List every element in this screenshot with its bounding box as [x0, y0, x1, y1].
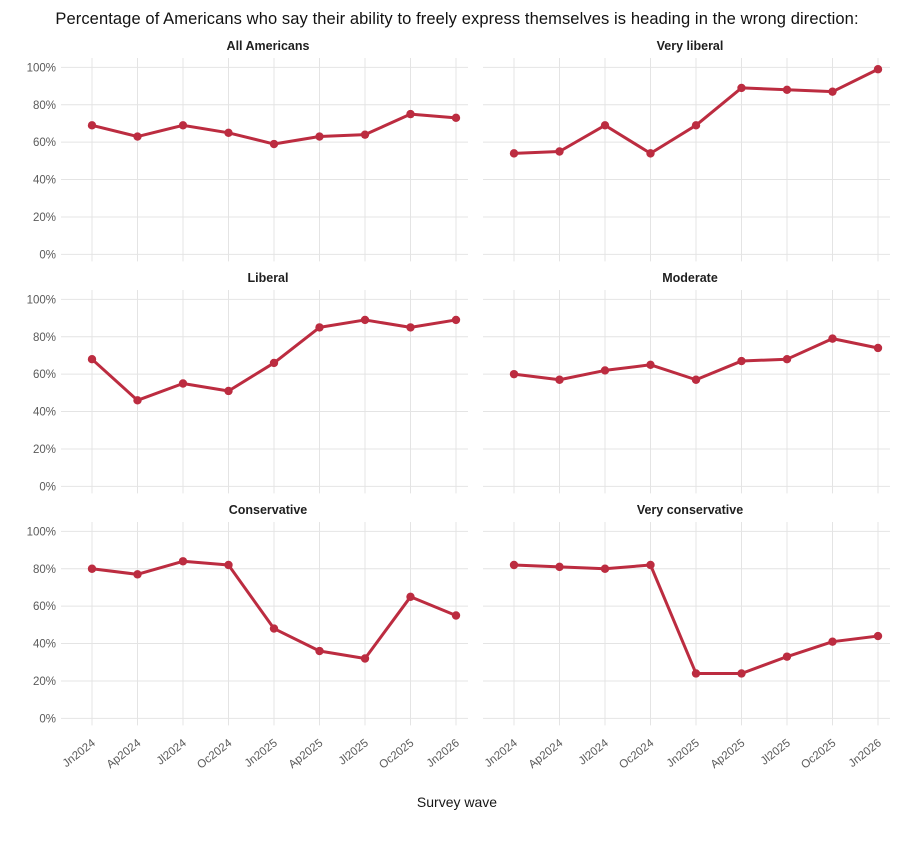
svg-text:100%: 100%	[27, 62, 56, 74]
svg-text:0%: 0%	[39, 249, 56, 261]
svg-text:20%: 20%	[33, 212, 56, 224]
facet-title: All Americans	[226, 39, 310, 53]
line-plot	[483, 290, 890, 494]
svg-text:Jn2026: Jn2026	[425, 737, 462, 770]
svg-text:80%: 80%	[33, 332, 56, 344]
svg-text:Jn2025: Jn2025	[665, 737, 702, 770]
facet-panel-conservative: Conservative 0% 20% 40% 60% 80% 100% Jn2024 Ap2…	[14, 503, 476, 790]
svg-text:100%: 100%	[27, 526, 56, 538]
svg-text:Ap2024: Ap2024	[527, 737, 566, 771]
svg-text:Jn2025: Jn2025	[243, 737, 280, 770]
svg-text:Ap2024: Ap2024	[105, 737, 144, 771]
svg-text:40%: 40%	[33, 407, 56, 419]
line-plot: Jn2024 Ap2024 Jl2024 Oc2024 Jn2025 Ap2025 Jl20…	[483, 522, 890, 772]
svg-text:60%: 60%	[33, 137, 56, 149]
line-plot	[483, 58, 890, 262]
svg-text:Ap2025: Ap2025	[287, 737, 326, 771]
svg-text:20%: 20%	[33, 444, 56, 456]
svg-text:Jn2024: Jn2024	[61, 737, 99, 770]
line-plot: 0%20%40%60%80%100%Jn2024 Ap2024 Jl2024 Oc20…	[27, 522, 468, 772]
svg-text:Jl2024: Jl2024	[155, 737, 190, 768]
svg-text:40%: 40%	[33, 639, 56, 651]
svg-text:0%: 0%	[39, 713, 56, 725]
chart-title: Percentage of Americans who say their ab…	[55, 10, 859, 28]
facet-title: Moderate	[662, 271, 718, 285]
svg-text:Oc2024: Oc2024	[195, 737, 235, 772]
svg-text:Ap2025: Ap2025	[709, 737, 748, 771]
svg-text:80%: 80%	[33, 100, 56, 112]
facet-title: Liberal	[247, 271, 289, 285]
facet-panel-very-conservative: Very conservative Jn2024 Ap2024 Jl2024 Oc20…	[476, 503, 900, 790]
line-plot: 0% 20% 40% 60% 80% 100%	[27, 58, 468, 262]
svg-text:100%: 100%	[27, 294, 56, 306]
svg-text:80%: 80%	[33, 564, 56, 576]
svg-text:Oc2025: Oc2025	[799, 737, 838, 771]
facet-title: Very conservative	[636, 503, 744, 517]
x-axis-title: Survey wave	[416, 794, 498, 810]
facet-panel-liberal: Liberal 0% 20% 40% 60% 80% 100%	[14, 271, 476, 496]
svg-text:20%: 20%	[33, 676, 56, 688]
svg-text:Jn2026: Jn2026	[847, 737, 884, 770]
facet-title: Conservative	[228, 503, 308, 517]
svg-text:Jl2025: Jl2025	[759, 737, 793, 767]
svg-text:Jn2024: Jn2024	[483, 737, 521, 770]
facet-panel-very-liberal: Very liberal	[476, 39, 900, 264]
svg-text:Jl2024: Jl2024	[577, 737, 612, 768]
svg-text:Oc2024: Oc2024	[617, 737, 657, 772]
facet-panel-all-americans: All Americans 0% 20% 40% 60% 80% 100%	[14, 39, 476, 264]
svg-text:Oc2025: Oc2025	[377, 737, 416, 771]
svg-text:60%: 60%	[33, 601, 56, 613]
svg-text:60%: 60%	[33, 369, 56, 381]
facet-panel-moderate: Moderate	[476, 271, 900, 496]
svg-text:Jl2025: Jl2025	[337, 737, 371, 767]
facet-grid: All Americans 0% 20% 40% 60% 80% 100% Very li…	[14, 39, 900, 790]
svg-text:0%: 0%	[39, 481, 56, 493]
svg-text:40%: 40%	[33, 175, 56, 187]
line-plot: 0% 20% 40% 60% 80% 100%	[27, 290, 468, 494]
facet-title: Very liberal	[656, 39, 724, 53]
